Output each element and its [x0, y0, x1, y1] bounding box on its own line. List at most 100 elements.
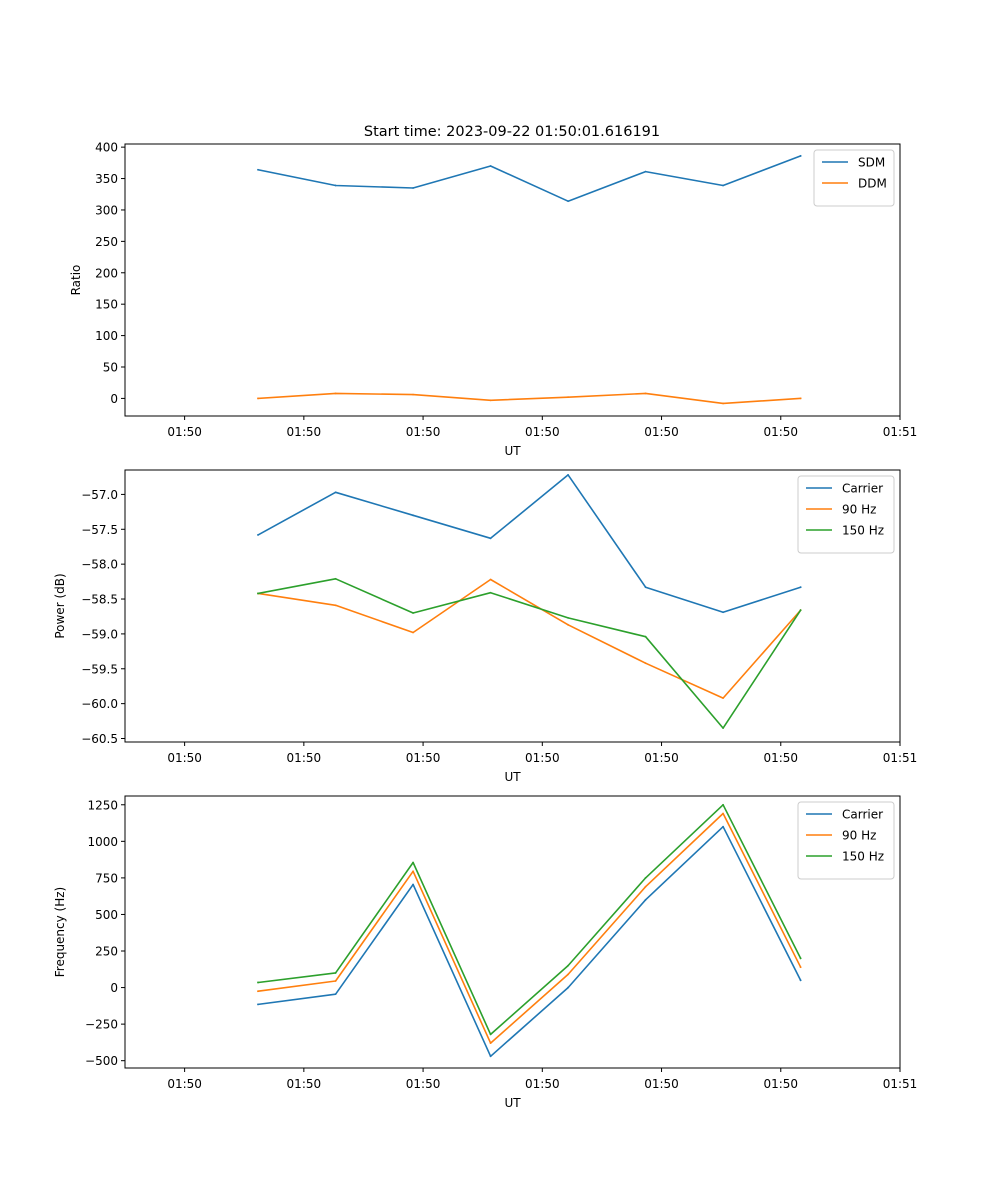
- legend-box: [813, 149, 895, 207]
- data-point: [489, 537, 492, 540]
- x-tick-label: 01:50: [167, 751, 202, 765]
- x-tick-label: 01:50: [525, 1077, 560, 1091]
- data-point: [257, 533, 259, 536]
- data-point: [334, 184, 337, 187]
- data-point: [257, 397, 259, 400]
- data-point: [799, 155, 802, 157]
- data-point: [644, 876, 647, 879]
- x-tick-label: 01:50: [644, 425, 679, 439]
- legend-label: 90 Hz: [842, 829, 876, 843]
- data-point: [722, 812, 724, 815]
- x-tick-label: 01:50: [763, 751, 798, 765]
- data-point: [567, 396, 569, 399]
- ratio-panel: 0 50 100 150 200 250 300 350 400 01:50 01:50 01:50 0…: [69, 141, 917, 458]
- y-tick-label: −60.0: [81, 697, 118, 711]
- data-point: [799, 609, 802, 612]
- y-tick-label: −57.0: [81, 488, 118, 502]
- x-tick-label: 01:51: [883, 751, 918, 765]
- data-point: [799, 397, 802, 400]
- y-tick-label: −58.5: [81, 593, 118, 607]
- data-point: [799, 957, 802, 960]
- legend-label: 150 Hz: [842, 524, 884, 538]
- y-tick-label: −500: [85, 1054, 118, 1068]
- series-line-150-hz: [257, 803, 802, 1036]
- data-point: [722, 727, 724, 729]
- data-point: [334, 993, 337, 996]
- y-tick-label: 300: [95, 203, 118, 217]
- data-point: [412, 883, 414, 886]
- data-point: [644, 635, 647, 638]
- y-tick-label: −250: [85, 1018, 118, 1032]
- legend-label: DDM: [858, 177, 887, 191]
- frequency-panel: −500 −250 0 250 500 750 1000 1250 01:50 01:50 01:5…: [53, 795, 918, 1110]
- plot-frame: [124, 469, 901, 743]
- data-point: [489, 1055, 492, 1058]
- data-point: [334, 980, 337, 982]
- y-tick-label: 500: [95, 908, 118, 922]
- y-tick-label: −58.0: [81, 558, 118, 572]
- data-point: [489, 1033, 492, 1036]
- x-axis-label: UT: [504, 444, 521, 458]
- data-point: [567, 200, 569, 203]
- plot-frame: [124, 795, 901, 1069]
- data-point: [644, 586, 647, 589]
- data-point: [567, 473, 569, 476]
- x-tick-label: 01:50: [525, 425, 560, 439]
- data-point: [722, 697, 724, 699]
- y-tick-label: 400: [95, 141, 118, 155]
- data-point: [412, 870, 414, 873]
- data-point: [644, 392, 647, 395]
- series-line-90-hz: [257, 812, 802, 1044]
- data-point: [722, 184, 724, 187]
- data-point: [722, 803, 724, 806]
- y-tick-label: −57.5: [81, 523, 118, 537]
- x-tick-label: 01:50: [763, 425, 798, 439]
- x-axis-label: UT: [504, 1096, 521, 1110]
- data-point: [257, 981, 259, 984]
- y-axis-label: Power (dB): [53, 573, 67, 638]
- x-tick-label: 01:50: [287, 751, 322, 765]
- legend-box: [797, 475, 895, 554]
- data-point: [334, 604, 337, 607]
- y-tick-label: 50: [103, 361, 118, 375]
- y-tick-label: −59.5: [81, 662, 118, 676]
- data-point: [567, 623, 569, 626]
- legend: SDM DDM: [813, 149, 895, 207]
- data-point: [567, 986, 569, 989]
- legend-label: Carrier: [842, 808, 883, 822]
- data-point: [567, 964, 569, 967]
- legend: Carrier 90 Hz 150 Hz: [797, 801, 895, 880]
- power-panel: −60.5 −60.0 −59.5 −59.0 −58.5 −58.0 −57.5 −57.0…: [53, 469, 918, 784]
- legend-label: 90 Hz: [842, 503, 876, 517]
- y-tick-label: 0: [110, 392, 118, 406]
- data-point: [412, 631, 414, 634]
- x-axis-label: UT: [504, 770, 521, 784]
- figure-title: Start time: 2023-09-22 01:50:01.616191: [364, 124, 660, 140]
- data-point: [334, 392, 337, 395]
- x-tick-label: 01:50: [525, 751, 560, 765]
- legend-label: Carrier: [842, 482, 883, 496]
- x-tick-label: 01:50: [763, 1077, 798, 1091]
- y-tick-label: −60.5: [81, 732, 118, 746]
- data-point: [489, 399, 492, 402]
- data-point: [257, 168, 259, 171]
- y-tick-label: 750: [95, 871, 118, 885]
- y-tick-label: 0: [110, 981, 118, 995]
- y-axis-label: Frequency (Hz): [53, 887, 67, 978]
- x-tick-label: 01:50: [406, 425, 441, 439]
- series-line-sdm: [257, 154, 802, 202]
- data-point: [722, 825, 724, 828]
- x-tick-label: 01:51: [883, 425, 918, 439]
- data-point: [644, 898, 647, 901]
- x-tick-label: 01:50: [644, 1077, 679, 1091]
- series-line-150-hz: [257, 577, 802, 729]
- y-tick-label: −59.0: [81, 627, 118, 641]
- data-point: [722, 402, 724, 405]
- x-tick-label: 01:50: [167, 1077, 202, 1091]
- data-point: [257, 1003, 259, 1006]
- y-tick-label: 1250: [87, 798, 118, 812]
- x-tick-label: 01:51: [883, 1077, 918, 1091]
- y-axis-label: Ratio: [69, 265, 83, 296]
- y-tick-label: 100: [95, 329, 118, 343]
- data-point: [257, 592, 259, 595]
